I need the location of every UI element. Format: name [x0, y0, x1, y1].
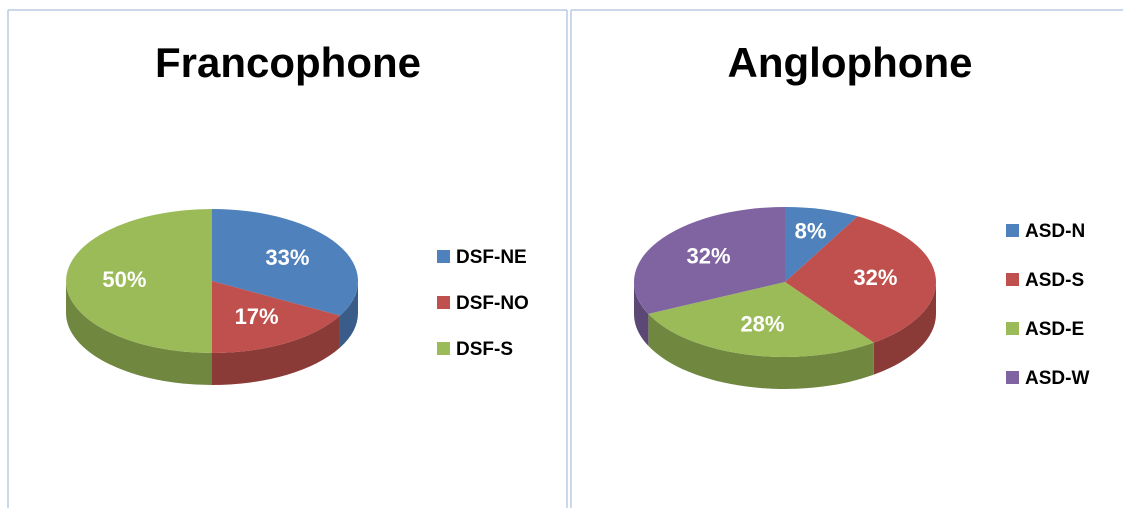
legend-swatch: [1006, 273, 1019, 286]
legend-swatch: [1006, 371, 1019, 384]
slice-top: [785, 207, 858, 282]
slice-top: [212, 209, 358, 316]
slice-top: [633, 206, 785, 314]
slice-side: [212, 315, 340, 385]
value-label: 8%: [795, 218, 827, 243]
value-label: 32%: [686, 244, 730, 269]
slice-top: [66, 209, 212, 353]
value-label: 33%: [265, 245, 309, 270]
slice-side: [648, 313, 874, 389]
slice-side: [634, 282, 649, 346]
value-label: 28%: [740, 311, 784, 336]
legend-swatch: [1006, 224, 1019, 237]
legend-label: DSF-S: [456, 339, 513, 360]
legend-swatch: [437, 250, 450, 263]
legend-label: ASD-S: [1025, 270, 1084, 291]
legend-label: ASD-W: [1025, 368, 1089, 389]
slice-side: [873, 282, 936, 375]
slice-top: [212, 281, 340, 353]
slice-top: [785, 216, 936, 343]
legend-label: ASD-N: [1025, 221, 1085, 242]
pie-slice: [648, 282, 874, 389]
legend-swatch: [437, 342, 450, 355]
pie-slice: [66, 209, 212, 385]
chart-title: Anglophone: [728, 39, 973, 86]
slice-side: [339, 281, 358, 348]
chart-title: Francophone: [155, 39, 421, 86]
value-label: 17%: [235, 304, 279, 329]
pie-slice: [212, 281, 340, 385]
pie-slice: [212, 209, 358, 348]
slice-side: [66, 281, 212, 385]
pie-slice: [785, 207, 858, 282]
slice-top: [648, 282, 874, 357]
value-label: 50%: [102, 267, 146, 292]
legend-label: ASD-E: [1025, 319, 1084, 340]
legend-label: DSF-NE: [456, 247, 527, 268]
value-label: 32%: [853, 265, 897, 290]
legend-label: DSF-NO: [456, 293, 529, 314]
legend-swatch: [437, 296, 450, 309]
pie-slice: [785, 216, 936, 375]
pie-slice: [633, 206, 785, 346]
legend-swatch: [1006, 322, 1019, 335]
